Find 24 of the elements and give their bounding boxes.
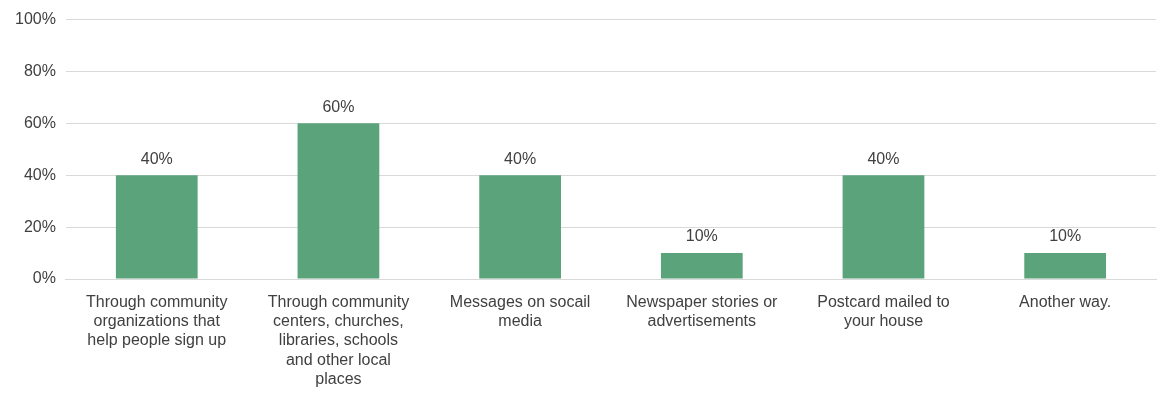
y-tick-label: 40% xyxy=(23,165,56,183)
x-tick-label: Another way. xyxy=(1019,293,1112,311)
y-tick-label: 0% xyxy=(32,269,56,287)
bar xyxy=(297,123,380,279)
bar xyxy=(479,175,561,279)
x-tick-label: Through community organizations that help people sign up xyxy=(86,293,228,349)
y-tick-label: 100% xyxy=(15,10,56,28)
bar xyxy=(115,175,198,279)
bar xyxy=(842,175,925,279)
y-tick-label: 60% xyxy=(23,113,56,131)
data-label: 10% xyxy=(685,227,718,245)
x-tick-label: Messages on socail media xyxy=(449,293,591,330)
bar xyxy=(660,253,743,279)
data-label: 10% xyxy=(1049,227,1082,245)
data-label: 40% xyxy=(867,149,900,167)
y-tick-label: 80% xyxy=(23,61,56,79)
x-tick-label: Through community centers, churches, libraries, schools and other local places xyxy=(267,293,410,387)
x-tick-label: Newspaper stories or advertisements xyxy=(626,293,779,330)
x-tick-label: Postcard mailed to your house xyxy=(817,293,950,330)
data-label: 60% xyxy=(322,97,355,115)
y-tick-label: 20% xyxy=(23,217,56,235)
bar xyxy=(1024,253,1107,279)
data-label: 40% xyxy=(504,149,537,167)
data-label: 40% xyxy=(140,149,173,167)
